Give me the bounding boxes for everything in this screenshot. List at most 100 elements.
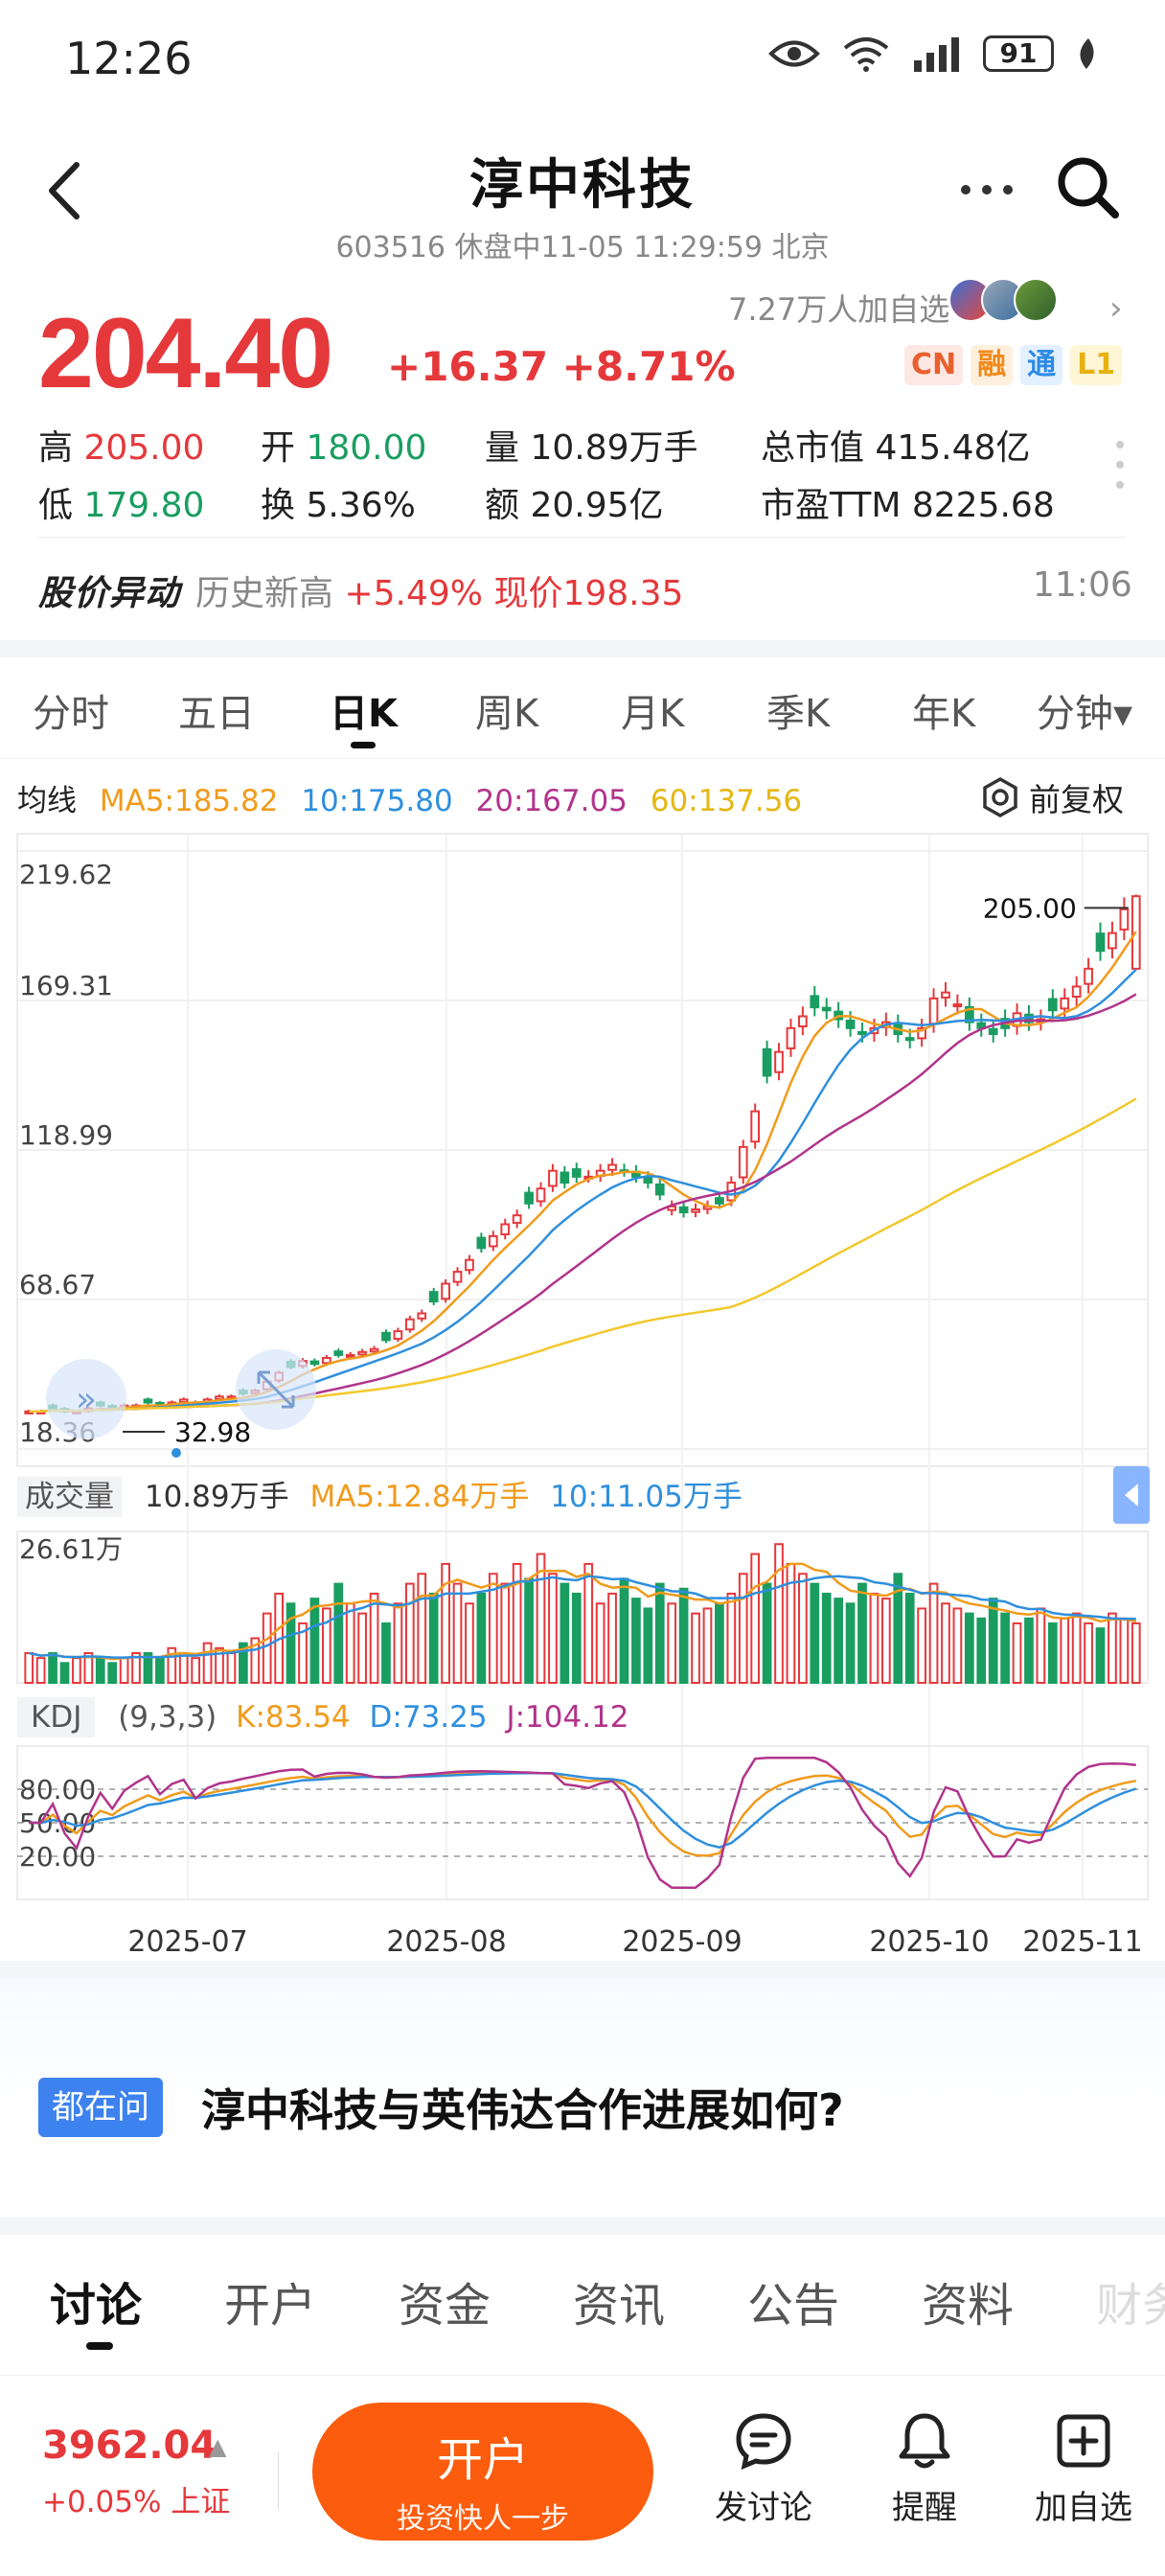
volume-bar[interactable]	[726, 1592, 737, 1684]
follower-avatars[interactable]	[948, 278, 1058, 322]
tab-quarterly-k[interactable]: 季K	[766, 692, 831, 736]
candle[interactable]	[452, 1271, 463, 1283]
followers-count[interactable]: 7.27万人加自选	[728, 291, 950, 328]
open-account-button[interactable]: 开户 投资快人一步	[312, 2403, 653, 2541]
volume-bar[interactable]	[976, 1617, 987, 1684]
volume-bar[interactable]	[512, 1562, 522, 1684]
candle[interactable]	[904, 1037, 915, 1042]
volume-bar[interactable]	[35, 1657, 46, 1684]
volume-bar[interactable]	[1108, 1612, 1117, 1684]
kdj-label[interactable]: KDJ	[17, 1697, 96, 1737]
candle[interactable]	[404, 1318, 415, 1331]
collapse-panel-button[interactable]	[1113, 1466, 1150, 1524]
tab-yearly-k[interactable]: 年K	[912, 692, 976, 736]
volume-bar[interactable]	[500, 1582, 511, 1684]
candle[interactable]	[560, 1171, 570, 1184]
volume-bar[interactable]	[893, 1573, 903, 1685]
candle[interactable]	[654, 1183, 665, 1196]
candle[interactable]	[465, 1258, 474, 1272]
candle[interactable]	[428, 1291, 439, 1303]
candle[interactable]	[643, 1176, 653, 1184]
candle[interactable]	[571, 1168, 582, 1178]
candle[interactable]	[1084, 967, 1093, 985]
volume-bar[interactable]	[1084, 1622, 1093, 1685]
volume-bar[interactable]	[95, 1657, 105, 1684]
tab-announcements[interactable]: 公告	[747, 2279, 840, 2333]
volume-bar[interactable]	[321, 1607, 331, 1684]
candle[interactable]	[1119, 908, 1130, 931]
candle[interactable]	[750, 1110, 761, 1143]
volume-bar[interactable]	[715, 1602, 724, 1685]
candle[interactable]	[798, 1015, 808, 1027]
candle[interactable]	[381, 1331, 391, 1342]
candle[interactable]	[738, 1145, 748, 1179]
volume-bar[interactable]	[131, 1651, 141, 1685]
tab-minutes-dropdown[interactable]: 分钟▾	[1037, 692, 1133, 736]
volume-bar[interactable]	[524, 1577, 534, 1685]
candle[interactable]	[1047, 998, 1058, 1012]
discuss-button[interactable]: 发讨论	[701, 2410, 826, 2528]
tab-discussion[interactable]: 讨论	[50, 2279, 143, 2333]
abnormal-banner[interactable]: 股价异动 历史新高 +5.49% 现价198.35	[38, 565, 683, 615]
question-banner[interactable]: 都在问 淳中科技与英伟达合作进展如何?	[0, 1978, 1165, 2218]
candle[interactable]	[178, 1398, 189, 1404]
candle[interactable]	[488, 1234, 498, 1248]
volume-bar[interactable]	[583, 1562, 594, 1684]
volume-bar[interactable]	[1024, 1617, 1034, 1684]
volume-bar[interactable]	[1012, 1622, 1022, 1685]
candle[interactable]	[321, 1357, 331, 1365]
volume-bar[interactable]	[928, 1582, 939, 1684]
volume-bar[interactable]	[309, 1598, 320, 1685]
index-change[interactable]: +0.05% 上证	[42, 2485, 231, 2519]
volume-bar[interactable]	[476, 1592, 487, 1684]
volume-bar[interactable]	[465, 1602, 474, 1685]
candle[interactable]	[345, 1353, 355, 1358]
remind-button[interactable]: 提醒	[862, 2410, 987, 2528]
scroll-left-button[interactable]	[46, 1359, 126, 1439]
volume-bar[interactable]	[286, 1602, 296, 1685]
expand-dots-icon[interactable]	[1115, 439, 1125, 491]
candle[interactable]	[857, 1030, 867, 1036]
volume-bar[interactable]	[774, 1543, 784, 1684]
volume-bar[interactable]	[167, 1646, 177, 1685]
tab-financials[interactable]: 财务	[1096, 2279, 1165, 2333]
kline-chart[interactable]: 219.62169.31118.9968.6718.36205.0032.98»…	[0, 826, 1165, 1976]
volume-bar[interactable]	[357, 1612, 367, 1684]
chevron-right-icon[interactable]: ›	[1109, 289, 1123, 328]
volume-bar[interactable]	[548, 1573, 558, 1685]
candle[interactable]	[1071, 985, 1082, 998]
back-icon[interactable]	[38, 157, 96, 224]
candle[interactable]	[678, 1206, 689, 1214]
candle[interactable]	[1060, 997, 1070, 1010]
candle[interactable]	[952, 1003, 963, 1008]
candle[interactable]	[715, 1197, 724, 1205]
question-text[interactable]: 淳中科技与英伟达合作进展如何?	[201, 2084, 844, 2136]
candle[interactable]	[810, 995, 820, 1009]
volume-bar[interactable]	[143, 1651, 153, 1685]
volume-bar[interactable]	[215, 1646, 224, 1685]
adjust-toggle[interactable]: 前复权	[979, 774, 1124, 820]
tab-minute[interactable]: 分时	[33, 692, 109, 736]
volume-bar[interactable]	[59, 1662, 70, 1684]
candle[interactable]	[524, 1191, 534, 1205]
candle[interactable]	[548, 1169, 558, 1187]
candle[interactable]	[143, 1398, 153, 1404]
candle[interactable]	[441, 1282, 450, 1300]
volume-bar[interactable]	[404, 1582, 415, 1684]
volume-bar[interactable]	[834, 1598, 844, 1685]
tab-daily-k[interactable]: 日K	[330, 692, 398, 736]
volume-bar[interactable]	[1119, 1617, 1130, 1684]
volume-bar[interactable]	[750, 1552, 761, 1685]
volume-bar[interactable]	[1071, 1612, 1082, 1684]
candle[interactable]	[691, 1208, 700, 1213]
volume-bar[interactable]	[191, 1657, 201, 1684]
tab-news[interactable]: 资讯	[573, 2279, 666, 2333]
candle[interactable]	[500, 1223, 511, 1236]
volume-bar[interactable]	[83, 1651, 94, 1685]
volume-bar[interactable]	[298, 1622, 308, 1685]
volume-bar[interactable]	[1095, 1627, 1106, 1685]
volume-bar[interactable]	[1047, 1622, 1058, 1685]
volume-bar[interactable]	[571, 1592, 582, 1684]
candle[interactable]	[762, 1047, 772, 1077]
volume-bar[interactable]	[857, 1582, 867, 1684]
